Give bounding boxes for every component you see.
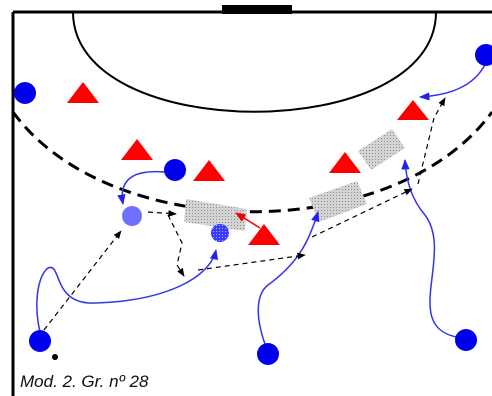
defender xyxy=(329,152,361,173)
pass-arrow xyxy=(311,188,413,238)
movement-path xyxy=(36,248,219,341)
movement-path xyxy=(257,210,320,353)
attackers xyxy=(14,44,492,365)
pass-arrow xyxy=(197,252,306,271)
pass-arrow xyxy=(167,214,185,277)
pass-arrow xyxy=(417,97,446,185)
attacker xyxy=(475,44,492,66)
pass-arrow xyxy=(147,210,177,217)
attacker xyxy=(29,330,51,352)
movement-path xyxy=(401,158,463,339)
screen-zone xyxy=(358,129,405,170)
defender xyxy=(121,139,153,160)
defender-movement-arrow xyxy=(235,212,261,229)
defender xyxy=(397,100,429,120)
pass-arrow xyxy=(43,230,122,331)
movement-path xyxy=(117,170,166,206)
attacker xyxy=(164,159,186,181)
ball-target-spot xyxy=(211,224,229,242)
attacker xyxy=(455,329,477,351)
goal xyxy=(222,5,292,14)
free-throw-line xyxy=(11,111,492,214)
screen-zones xyxy=(184,129,405,231)
movement-path xyxy=(418,57,489,101)
pass-arrows xyxy=(43,97,446,331)
diagram-caption: Mod. 2. Gr. nº 28 xyxy=(20,372,149,391)
defender xyxy=(193,160,225,181)
goal-area-line xyxy=(72,11,437,113)
court-lines xyxy=(11,5,492,396)
screen-zone xyxy=(184,199,247,231)
attacker-with-ball xyxy=(122,206,142,226)
defenders xyxy=(67,82,429,245)
screen-zone xyxy=(309,181,367,222)
movement-paths xyxy=(36,57,489,353)
attacker xyxy=(257,343,279,365)
ball xyxy=(52,354,58,360)
attacker xyxy=(14,82,36,104)
defender xyxy=(248,224,280,245)
defender xyxy=(67,82,99,103)
